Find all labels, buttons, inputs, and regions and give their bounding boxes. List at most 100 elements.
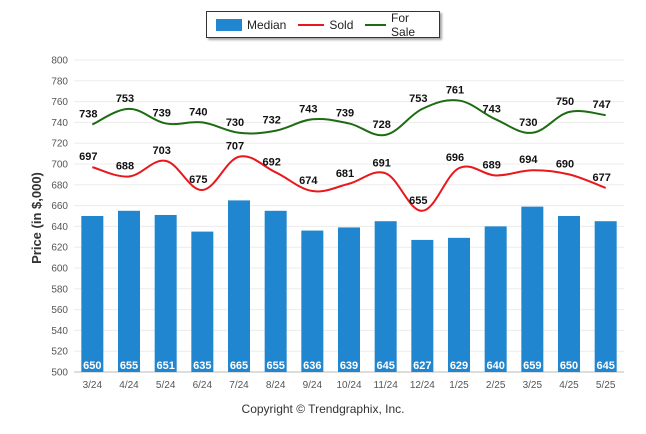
median-value-label: 629 xyxy=(450,360,468,372)
y-tick-label: 760 xyxy=(51,97,68,108)
x-tick-label: 3/24 xyxy=(83,380,103,391)
chart-legend: Median Sold For Sale xyxy=(206,11,440,39)
data-labels: 650 655 651 635 665 655 636 639 645 627 629 640 659 6… xyxy=(79,85,615,372)
median-value-label: 650 xyxy=(83,360,101,372)
median-value-label: 645 xyxy=(376,360,394,372)
sold-value-label: 692 xyxy=(262,156,280,168)
x-tick-label: 9/24 xyxy=(303,380,323,391)
median-bar xyxy=(558,216,580,372)
x-tick-label: 3/25 xyxy=(523,380,543,391)
median-value-label: 645 xyxy=(596,360,614,372)
for-sale-value-label: 739 xyxy=(336,107,354,119)
for-sale-value-label: 730 xyxy=(226,117,244,129)
median-bar xyxy=(411,239,434,372)
for-sale-value-label: 740 xyxy=(189,106,207,118)
for-sale-value-label: 747 xyxy=(592,99,610,111)
for-sale-value-label: 743 xyxy=(482,103,500,115)
y-tick-label: 780 xyxy=(51,76,68,87)
x-tick-label: 4/25 xyxy=(559,380,579,391)
median-bar xyxy=(521,206,544,372)
x-tick-label: 5/24 xyxy=(156,380,176,391)
sold-value-label: 694 xyxy=(519,154,538,166)
x-tick-label: 4/24 xyxy=(119,380,139,391)
for-sale-value-label: 739 xyxy=(152,107,170,119)
median-bars xyxy=(81,200,617,372)
x-axis-ticks: 3/24 4/24 5/24 6/24 7/24 8/24 9/24 10/24 11/24 12… xyxy=(83,380,616,391)
sold-value-label: 690 xyxy=(556,158,574,170)
median-value-label: 659 xyxy=(523,360,541,372)
for-sale-value-label: 732 xyxy=(262,115,280,127)
median-bar xyxy=(594,221,617,372)
median-bar xyxy=(374,221,397,372)
y-tick-label: 600 xyxy=(51,264,68,275)
y-axis-ticks: 500 520 540 560 580 600 620 640 660 680 700 720 740 7… xyxy=(51,56,68,379)
for-sale-swatch xyxy=(365,23,387,26)
median-value-label: 665 xyxy=(230,360,248,372)
for-sale-value-label: 743 xyxy=(299,103,317,115)
y-tick-label: 520 xyxy=(51,347,68,358)
legend-label-sold: Sold xyxy=(329,17,354,32)
y-axis-label: Price (in $,000) xyxy=(29,172,44,264)
y-tick-label: 540 xyxy=(51,326,68,337)
median-bar xyxy=(191,231,214,372)
sold-line xyxy=(92,155,607,212)
sold-swatch xyxy=(298,23,325,26)
for-sale-line xyxy=(91,99,606,137)
sold-value-label: 691 xyxy=(372,157,390,169)
sold-value-label: 681 xyxy=(336,168,354,180)
sold-value-label: 707 xyxy=(226,141,244,153)
y-tick-label: 800 xyxy=(51,56,68,67)
median-bar xyxy=(154,214,177,372)
y-tick-label: 500 xyxy=(51,368,68,379)
sold-value-label: 696 xyxy=(446,152,464,164)
y-tick-label: 660 xyxy=(51,201,68,212)
y-tick-label: 620 xyxy=(51,243,68,254)
for-sale-value-label: 738 xyxy=(79,108,97,120)
y-tick-label: 720 xyxy=(51,139,68,150)
median-value-label: 627 xyxy=(413,360,431,372)
y-tick-label: 580 xyxy=(51,284,68,295)
median-value-label: 635 xyxy=(193,360,211,372)
median-bar xyxy=(448,237,470,372)
sold-value-label: 674 xyxy=(299,175,318,187)
x-tick-label: 11/24 xyxy=(374,380,399,391)
y-tick-label: 740 xyxy=(51,118,68,129)
median-value-label: 636 xyxy=(303,360,321,372)
x-tick-label: 6/24 xyxy=(193,380,213,391)
x-tick-label: 5/25 xyxy=(596,380,616,391)
for-sale-value-label: 761 xyxy=(446,85,464,97)
y-tick-label: 700 xyxy=(51,160,68,171)
x-tick-label: 1/25 xyxy=(449,380,469,391)
legend-label-median: Median xyxy=(247,17,287,32)
legend-item-median: Median xyxy=(216,18,286,32)
sold-value-label: 675 xyxy=(189,174,207,186)
median-bar xyxy=(118,210,140,372)
median-value-label: 640 xyxy=(486,360,504,372)
for-sale-value-label: 728 xyxy=(372,119,390,131)
median-bar xyxy=(484,226,507,372)
for-sale-value-label: 753 xyxy=(116,93,134,105)
sold-value-label: 689 xyxy=(482,159,500,171)
median-bar xyxy=(228,200,250,372)
median-bar xyxy=(81,216,104,372)
sold-value-label: 703 xyxy=(152,145,170,157)
y-tick-label: 640 xyxy=(51,222,68,233)
y-tick-label: 680 xyxy=(51,180,68,191)
x-tick-label: 10/24 xyxy=(336,380,361,391)
trend-lines xyxy=(91,99,607,212)
for-sale-value-label: 750 xyxy=(556,96,574,108)
x-tick-label: 8/24 xyxy=(266,380,286,391)
x-tick-label: 7/24 xyxy=(229,380,249,391)
sold-value-label: 688 xyxy=(116,160,134,172)
median-value-label: 655 xyxy=(120,360,138,372)
median-swatch xyxy=(216,18,242,31)
x-tick-label: 12/24 xyxy=(410,380,435,391)
median-bar xyxy=(301,230,324,372)
median-value-label: 650 xyxy=(560,360,578,372)
legend-item-sold: Sold xyxy=(298,18,353,32)
sold-value-label: 655 xyxy=(409,195,427,207)
legend-item-for-sale: For Sale xyxy=(365,11,427,39)
sold-value-label: 697 xyxy=(79,151,97,163)
for-sale-value-label: 730 xyxy=(519,117,537,129)
